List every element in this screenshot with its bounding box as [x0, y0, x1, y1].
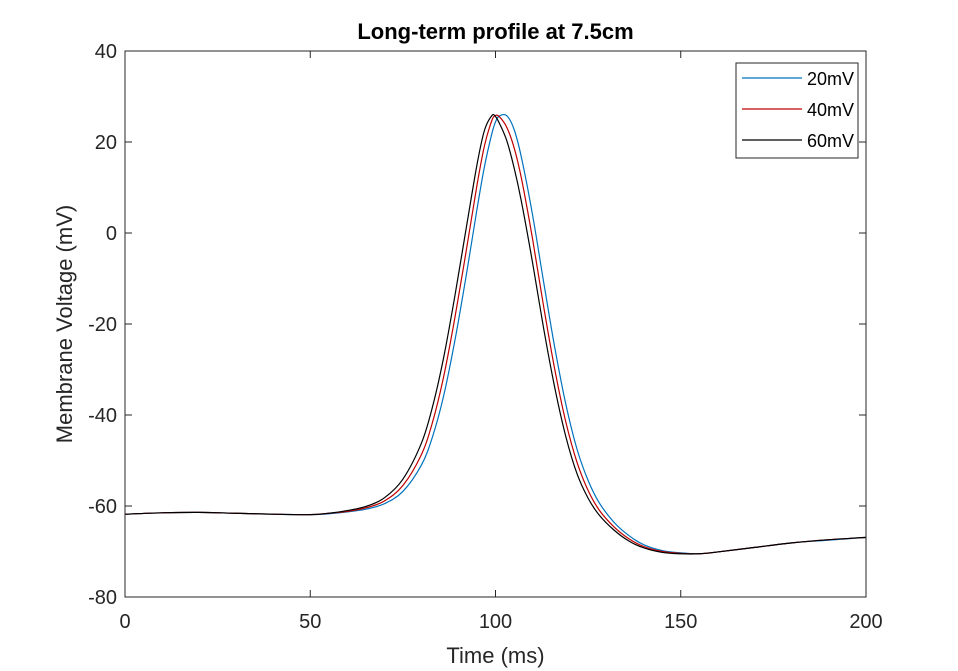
y-tick-label: -80	[88, 587, 117, 609]
x-tick-label: 150	[664, 611, 697, 633]
legend-entry: 60mV	[807, 131, 854, 151]
y-axis: -80 -60 -40 -20 0 20 40	[88, 41, 866, 609]
x-axis-label: Time (ms)	[446, 643, 544, 668]
legend-entry: 40mV	[807, 100, 854, 120]
legend: 20mV 40mV 60mV	[735, 62, 859, 159]
legend-box	[735, 62, 859, 159]
y-tick-label: 40	[95, 41, 117, 63]
x-tick-label: 0	[119, 611, 130, 633]
y-tick-label: 20	[95, 132, 117, 154]
series-layer	[124, 113, 867, 555]
x-tick-label: 200	[849, 611, 882, 633]
legend-entry: 20mV	[807, 69, 854, 89]
y-tick-label: -60	[88, 496, 117, 518]
y-tick-label: -40	[88, 405, 117, 427]
series-line-60mV	[124, 113, 867, 555]
x-tick-label: 50	[299, 611, 321, 633]
x-axis: 0 50 100 150 200	[119, 51, 883, 633]
y-tick-label: -20	[88, 314, 117, 336]
chart-title: Long-term profile at 7.5cm	[357, 19, 633, 44]
y-tick-label: 0	[106, 223, 117, 245]
y-axis-label: Membrane Voltage (mV)	[52, 205, 77, 443]
series-line-40mV	[124, 114, 867, 555]
x-tick-label: 100	[479, 611, 512, 633]
